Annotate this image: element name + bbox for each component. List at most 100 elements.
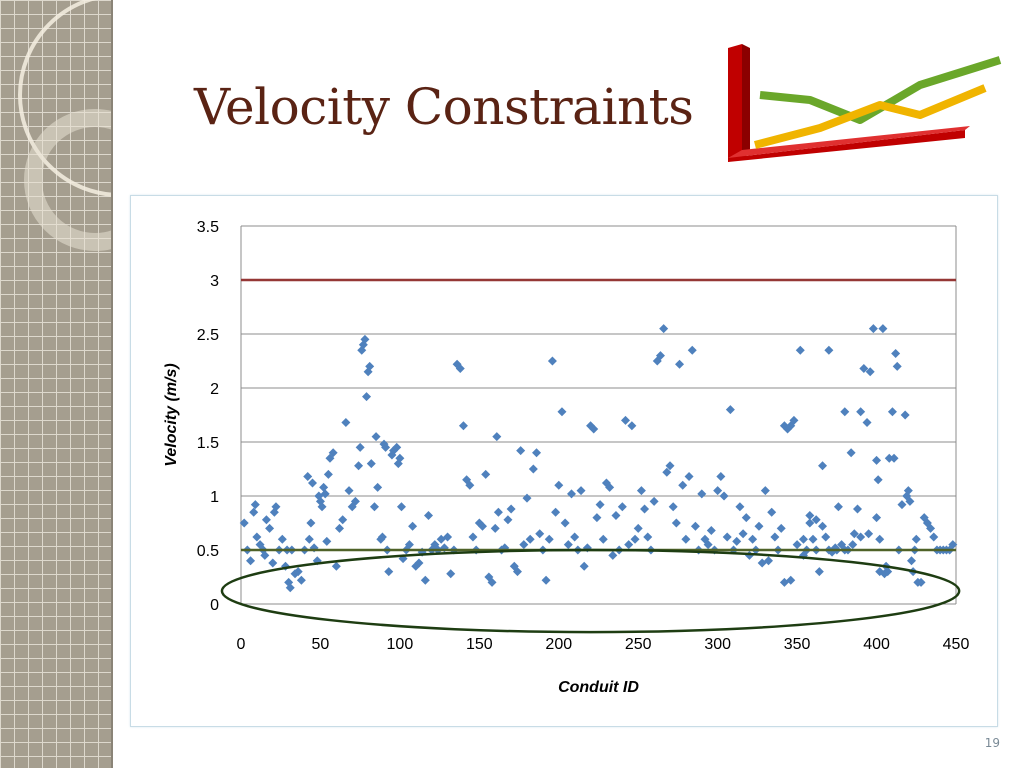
x-axis-title: Conduit ID xyxy=(558,679,639,696)
data-point xyxy=(849,529,859,539)
x-tick-labels: 0 50 100 150 200 250 300 350 400 450 xyxy=(237,636,970,653)
data-point xyxy=(455,364,465,374)
data-point xyxy=(423,510,433,520)
data-point xyxy=(887,407,897,417)
slide-number: 19 xyxy=(984,736,1000,750)
x-tick-label: 150 xyxy=(466,636,493,653)
data-point xyxy=(897,500,907,510)
data-point xyxy=(732,536,742,546)
data-point xyxy=(592,513,602,523)
data-point xyxy=(384,567,394,577)
data-point xyxy=(344,486,354,496)
data-point xyxy=(649,496,659,506)
data-point xyxy=(551,507,561,517)
data-point xyxy=(465,480,475,490)
data-point xyxy=(362,392,372,402)
data-point xyxy=(547,356,557,366)
data-point xyxy=(566,489,576,499)
data-point xyxy=(891,348,901,358)
data-point xyxy=(468,532,478,542)
data-point xyxy=(741,513,751,523)
x-tick-label: 200 xyxy=(545,636,572,653)
data-point xyxy=(808,534,818,544)
data-point xyxy=(365,361,375,371)
data-point xyxy=(907,556,917,566)
data-point xyxy=(864,529,874,539)
data-point xyxy=(328,448,338,458)
data-point xyxy=(576,486,586,496)
x-tick-label: 50 xyxy=(312,636,330,653)
data-point xyxy=(261,515,271,525)
data-point xyxy=(319,482,329,492)
data-point xyxy=(252,532,262,542)
y-axis-title: Velocity (m/s) xyxy=(163,363,180,466)
data-point xyxy=(690,521,700,531)
data-point xyxy=(373,482,383,492)
data-point xyxy=(250,500,260,510)
data-point xyxy=(872,455,882,465)
data-point xyxy=(595,500,605,510)
data-point xyxy=(798,534,808,544)
data-point xyxy=(668,502,678,512)
data-point xyxy=(487,577,497,587)
data-point xyxy=(900,410,910,420)
data-point xyxy=(608,550,618,560)
x-tick-label: 300 xyxy=(704,636,731,653)
data-point xyxy=(662,467,672,477)
annotations xyxy=(220,548,961,634)
data-point xyxy=(277,534,287,544)
data-point xyxy=(303,472,313,482)
x-tick-label: 450 xyxy=(943,636,970,653)
data-point xyxy=(671,518,681,528)
data-point xyxy=(239,518,249,528)
data-point xyxy=(703,540,713,550)
data-point xyxy=(404,540,414,550)
data-point xyxy=(589,424,599,434)
data-point xyxy=(408,521,418,531)
data-point xyxy=(911,534,921,544)
data-point xyxy=(350,496,360,506)
data-point xyxy=(525,534,535,544)
x-tick-label: 250 xyxy=(625,636,652,653)
decorative-sidebar xyxy=(0,0,113,768)
data-point xyxy=(611,510,621,520)
chart-frame xyxy=(130,195,998,727)
data-point xyxy=(643,532,653,542)
y-tick-label: 0.5 xyxy=(197,543,219,560)
data-point xyxy=(519,540,529,550)
data-point xyxy=(738,529,748,539)
data-point xyxy=(789,415,799,425)
data-point xyxy=(605,482,615,492)
data-point xyxy=(814,567,824,577)
3d-line-chart-icon xyxy=(728,44,1002,162)
data-point xyxy=(878,324,888,334)
data-point xyxy=(833,502,843,512)
data-point xyxy=(795,345,805,355)
data-point xyxy=(322,536,332,546)
data-point xyxy=(633,523,643,533)
y-tick-labels: 0 0.5 1 1.5 2 2.5 3 3.5 xyxy=(197,219,219,614)
data-point xyxy=(873,475,883,485)
data-point xyxy=(478,521,488,531)
data-point xyxy=(798,550,808,560)
data-point xyxy=(725,405,735,415)
data-point xyxy=(532,448,542,458)
data-point xyxy=(304,534,314,544)
data-point xyxy=(865,367,875,377)
data-point xyxy=(889,453,899,463)
y-tick-label: 0 xyxy=(210,597,219,614)
data-point xyxy=(414,558,424,568)
data-point xyxy=(598,534,608,544)
data-point xyxy=(783,424,793,434)
data-point xyxy=(360,334,370,344)
data-point xyxy=(617,502,627,512)
data-point xyxy=(506,504,516,514)
data-point xyxy=(862,418,872,428)
data-point xyxy=(681,534,691,544)
data-point xyxy=(892,361,902,371)
scatter-chart: 0 0.5 1 1.5 2 2.5 3 3.5 0 50 100 150 200 250 300 350 40… xyxy=(163,219,970,696)
data-point xyxy=(296,575,306,585)
data-point xyxy=(792,540,802,550)
data-point xyxy=(381,442,391,452)
data-point xyxy=(760,486,770,496)
